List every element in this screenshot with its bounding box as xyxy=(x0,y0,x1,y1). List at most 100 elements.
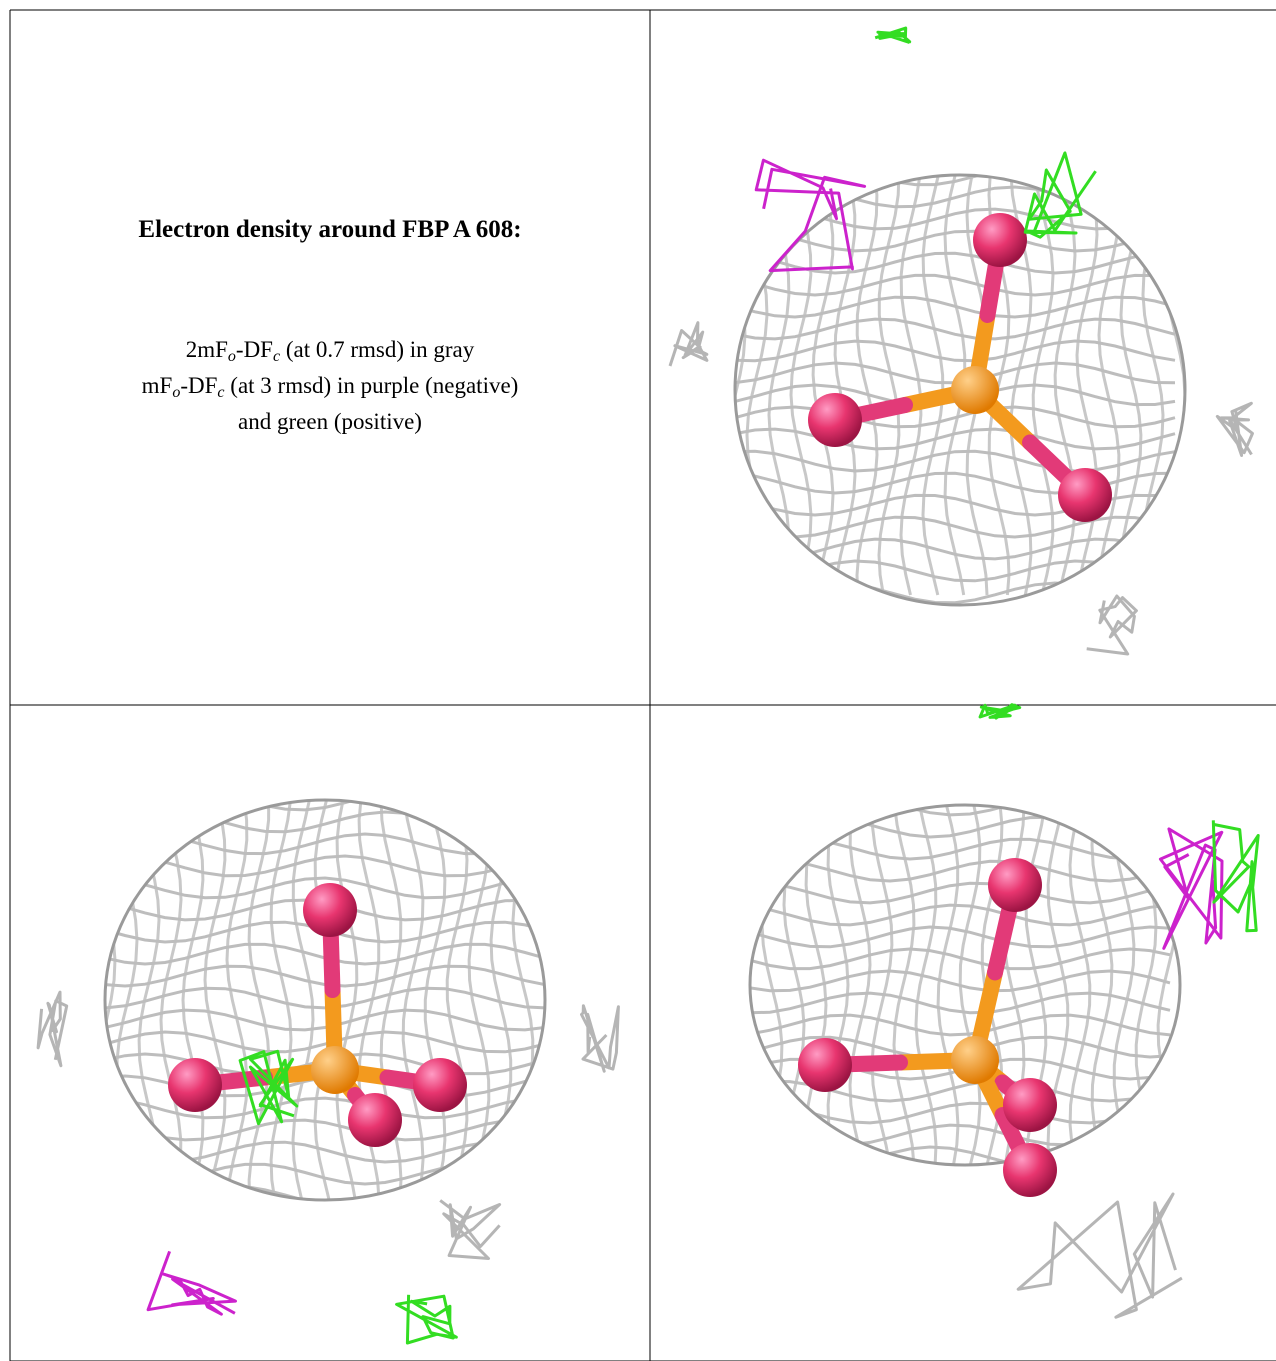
mesh-line xyxy=(1075,175,1099,596)
mesh-line xyxy=(750,859,1171,883)
mesh-line xyxy=(735,185,1176,209)
mesh-line xyxy=(1134,805,1158,1165)
mesh-line xyxy=(750,903,1171,927)
mesh-line xyxy=(1141,175,1165,596)
legend-line: and green (positive) xyxy=(11,404,649,440)
mesh-line xyxy=(247,800,271,1200)
difference-mesh xyxy=(1215,401,1254,457)
mesh-line xyxy=(789,175,813,596)
mesh-line xyxy=(782,805,806,1165)
mesh-line xyxy=(735,273,1176,297)
difference-mesh xyxy=(36,990,69,1068)
mesh-line xyxy=(1097,175,1121,596)
mesh-line xyxy=(735,581,1176,605)
mesh-line xyxy=(1163,175,1185,596)
mesh-line xyxy=(1090,805,1114,1165)
mesh-line xyxy=(760,805,784,1165)
mesh-line xyxy=(735,515,1176,539)
mesh-line xyxy=(735,229,1176,253)
legend-text: (at 0.7 rmsd) in gray xyxy=(280,337,475,362)
mesh-line xyxy=(115,800,139,1200)
subscript: c xyxy=(217,384,225,401)
phosphorus-atom xyxy=(951,1036,999,1084)
difference-mesh xyxy=(874,26,912,44)
oxygen-atom xyxy=(1058,468,1112,522)
mesh-line xyxy=(735,405,1176,429)
mesh-line xyxy=(467,800,491,1200)
oxygen-atom xyxy=(798,1038,852,1092)
mesh-outline xyxy=(748,803,1182,1167)
density-mesh xyxy=(750,805,1180,1165)
mesh-line xyxy=(511,800,535,1200)
oxygen-atom xyxy=(988,858,1042,912)
mesh-line xyxy=(750,1101,1171,1125)
mesh-line xyxy=(105,832,545,856)
subscript: c xyxy=(272,348,281,365)
difference-mesh xyxy=(754,158,867,273)
mesh-line xyxy=(105,1030,545,1054)
mesh-line xyxy=(105,854,545,878)
mesh-line xyxy=(291,800,315,1200)
mesh-line xyxy=(750,881,1171,905)
mesh-line xyxy=(735,339,1176,363)
mesh-line xyxy=(225,800,249,1200)
oxygen-atom xyxy=(168,1058,222,1112)
mesh-line xyxy=(750,969,1171,993)
mesh-line xyxy=(921,175,945,596)
mesh-line xyxy=(1053,175,1077,596)
mesh-line xyxy=(735,207,1176,231)
mesh-line xyxy=(401,800,425,1200)
difference-mesh xyxy=(668,321,709,367)
difference-mesh xyxy=(580,1004,620,1073)
mesh-line xyxy=(105,1140,545,1164)
legend-text: (at 3 rmsd) in purple (negative) xyxy=(224,373,519,398)
phosphorus-atom xyxy=(951,366,999,414)
oxygen-atom xyxy=(303,883,357,937)
legend-line: mFo-DFc (at 3 rmsd) in purple (negative) xyxy=(11,368,649,404)
mesh-line xyxy=(892,805,916,1165)
difference-mesh xyxy=(1211,820,1260,933)
difference-mesh xyxy=(238,1049,299,1126)
mesh-line xyxy=(105,1008,545,1032)
mesh-line xyxy=(750,991,1171,1015)
mesh-line xyxy=(105,876,545,900)
mesh-line xyxy=(1068,805,1092,1165)
mesh-line xyxy=(767,175,791,596)
phosphorus-atom xyxy=(311,1046,359,1094)
difference-mesh xyxy=(1158,827,1224,950)
mesh-line xyxy=(750,815,1171,839)
legend-text: -DF xyxy=(235,337,273,362)
mesh-line xyxy=(877,175,901,596)
mesh-line xyxy=(735,449,1176,473)
mesh-line xyxy=(735,295,1176,319)
mesh-line xyxy=(105,810,545,834)
mesh-line xyxy=(750,925,1171,949)
legend-line: 2mFo-DFc (at 0.7 rmsd) in gray xyxy=(11,332,649,368)
oxygen-atom xyxy=(348,1093,402,1147)
text-cell: Electron density around FBP A 608: 2mFo-… xyxy=(11,10,649,704)
legend-text: and green (positive) xyxy=(238,409,422,434)
mesh-line xyxy=(105,800,117,1200)
mesh-line xyxy=(105,986,545,1010)
mesh-line xyxy=(745,175,769,596)
mesh-line xyxy=(445,800,469,1200)
mesh-line xyxy=(848,805,872,1165)
difference-mesh xyxy=(395,1294,458,1345)
legend-text: 2mF xyxy=(185,337,228,362)
mesh-line xyxy=(105,1096,545,1120)
legend: 2mFo-DFc (at 0.7 rmsd) in gray mFo-DFc (a… xyxy=(11,332,649,440)
mesh-line xyxy=(735,559,1176,583)
mesh-line xyxy=(423,800,447,1200)
mesh-line xyxy=(269,800,293,1200)
legend-text: -DF xyxy=(180,373,218,398)
mesh-line xyxy=(833,175,857,596)
mesh-outline xyxy=(103,798,547,1202)
mesh-outline xyxy=(733,173,1187,607)
mesh-line xyxy=(735,427,1176,451)
difference-mesh xyxy=(1086,594,1138,656)
oxygen-atom xyxy=(1003,1143,1057,1197)
title: Electron density around FBP A 608: xyxy=(138,216,522,243)
mesh-line xyxy=(826,805,850,1165)
mesh-line xyxy=(335,800,359,1200)
